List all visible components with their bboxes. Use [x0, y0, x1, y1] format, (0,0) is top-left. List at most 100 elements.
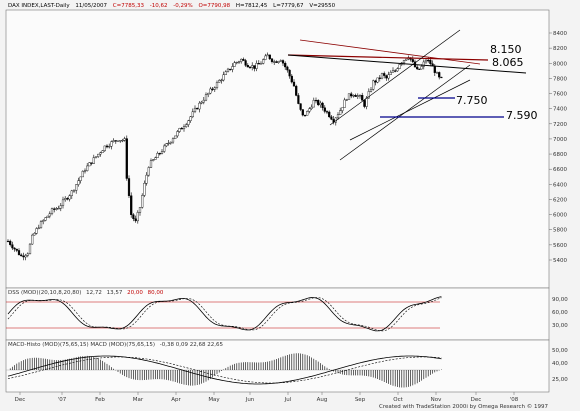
candle — [57, 205, 60, 210]
channel-upper-line — [329, 29, 461, 126]
candle — [204, 92, 208, 102]
candle-body — [145, 174, 148, 184]
candle — [35, 227, 38, 235]
y-tick-label-6800: 6800 — [553, 152, 567, 158]
candle — [114, 140, 117, 144]
candle — [416, 65, 419, 70]
candle-body — [235, 61, 238, 64]
candle — [125, 135, 128, 181]
candle-body — [248, 66, 252, 69]
y-tick-label-7200: 7200 — [553, 122, 567, 128]
candle-body — [365, 97, 368, 107]
candle — [112, 138, 115, 143]
candle — [222, 71, 225, 82]
candle — [215, 80, 219, 90]
candle — [77, 177, 80, 187]
candle — [438, 71, 441, 80]
y-tick-label-5800: 5800 — [553, 228, 567, 234]
candle — [405, 58, 408, 61]
candle-body — [295, 85, 298, 96]
candle — [211, 87, 214, 92]
candle — [345, 98, 348, 101]
y-tick-label-5600: 5600 — [553, 243, 567, 249]
candle — [268, 54, 271, 60]
candle-body — [273, 61, 276, 63]
candle-body — [105, 145, 109, 148]
candle-body — [330, 116, 333, 120]
candle-body — [28, 243, 32, 255]
candle-body — [149, 160, 153, 168]
candle-body — [11, 244, 14, 249]
candle-body — [405, 58, 408, 61]
candle-body — [152, 159, 155, 161]
candle-body — [383, 73, 386, 76]
candle — [165, 143, 168, 148]
candle-body — [424, 59, 428, 63]
candle — [378, 75, 381, 82]
candle — [149, 158, 153, 168]
descending-trend-line — [287, 54, 527, 74]
candle-body — [378, 77, 381, 79]
candle — [6, 239, 10, 243]
candle-body — [308, 108, 311, 112]
candle — [246, 63, 249, 68]
candle — [105, 144, 109, 149]
candle — [50, 207, 54, 216]
candle — [270, 57, 274, 64]
candle-body — [268, 54, 271, 60]
candle — [209, 86, 212, 95]
candle — [402, 59, 406, 66]
candle-body — [196, 107, 199, 110]
candle-body — [77, 180, 80, 185]
candle — [145, 172, 148, 186]
header-date: 11/05/2007 — [75, 3, 107, 9]
candle-body — [125, 138, 128, 179]
x-tick-label-0: Dec — [15, 397, 26, 403]
y-tick-label-7600: 7600 — [553, 92, 567, 98]
candle — [339, 107, 342, 115]
candle — [396, 67, 399, 72]
y-tick-label-6600: 6600 — [553, 167, 567, 173]
candle-body — [312, 99, 315, 108]
candle-body — [178, 128, 181, 132]
candle-body — [394, 70, 397, 72]
candle-body — [90, 162, 93, 164]
candle — [244, 58, 247, 67]
macd-line — [7, 355, 442, 385]
candle-body — [240, 58, 243, 62]
candle-body — [213, 87, 216, 90]
candle-body — [402, 60, 406, 64]
header-low: L=7779,67 — [273, 3, 304, 9]
candle — [207, 92, 210, 98]
candle-body — [79, 176, 82, 181]
candle-body — [20, 254, 23, 257]
candle — [20, 253, 23, 257]
candle-body — [75, 184, 78, 191]
candle — [11, 241, 14, 251]
candle — [435, 71, 439, 74]
candle-body — [193, 107, 197, 112]
channel-mid-line — [349, 79, 471, 141]
candle — [314, 97, 318, 104]
candle — [31, 233, 34, 245]
candle — [235, 61, 238, 65]
y-tick-label-8200: 8200 — [553, 46, 567, 52]
candle-body — [374, 80, 377, 83]
candle — [284, 61, 287, 71]
candle — [158, 152, 161, 156]
candle — [385, 74, 388, 81]
candle — [220, 78, 223, 84]
candle — [198, 101, 201, 113]
candle — [143, 180, 146, 198]
candle — [24, 253, 27, 261]
candle — [440, 76, 443, 79]
candle-body — [226, 68, 230, 72]
candle — [156, 151, 159, 158]
candle-body — [165, 143, 168, 147]
candle-body — [321, 102, 324, 108]
candle-body — [132, 214, 135, 219]
x-tick-label-4: Apr — [171, 397, 181, 403]
x-tick-label-6: Jun — [245, 397, 255, 403]
x-axis: Dec '07 Feb Mar Apr May Jun Jul Aug Sep Oct Nov Dec '… — [15, 392, 519, 403]
candle-body — [37, 227, 40, 229]
